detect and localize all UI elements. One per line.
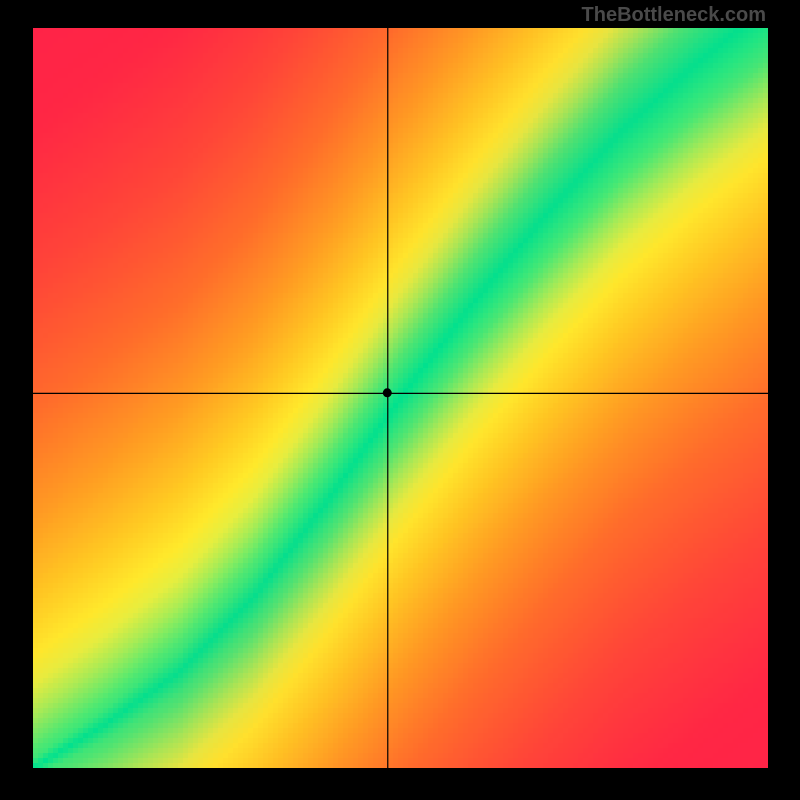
bottleneck-heatmap-canvas	[0, 0, 800, 800]
watermark-text: TheBottleneck.com	[582, 4, 766, 27]
chart-container: TheBottleneck.com	[0, 0, 800, 800]
